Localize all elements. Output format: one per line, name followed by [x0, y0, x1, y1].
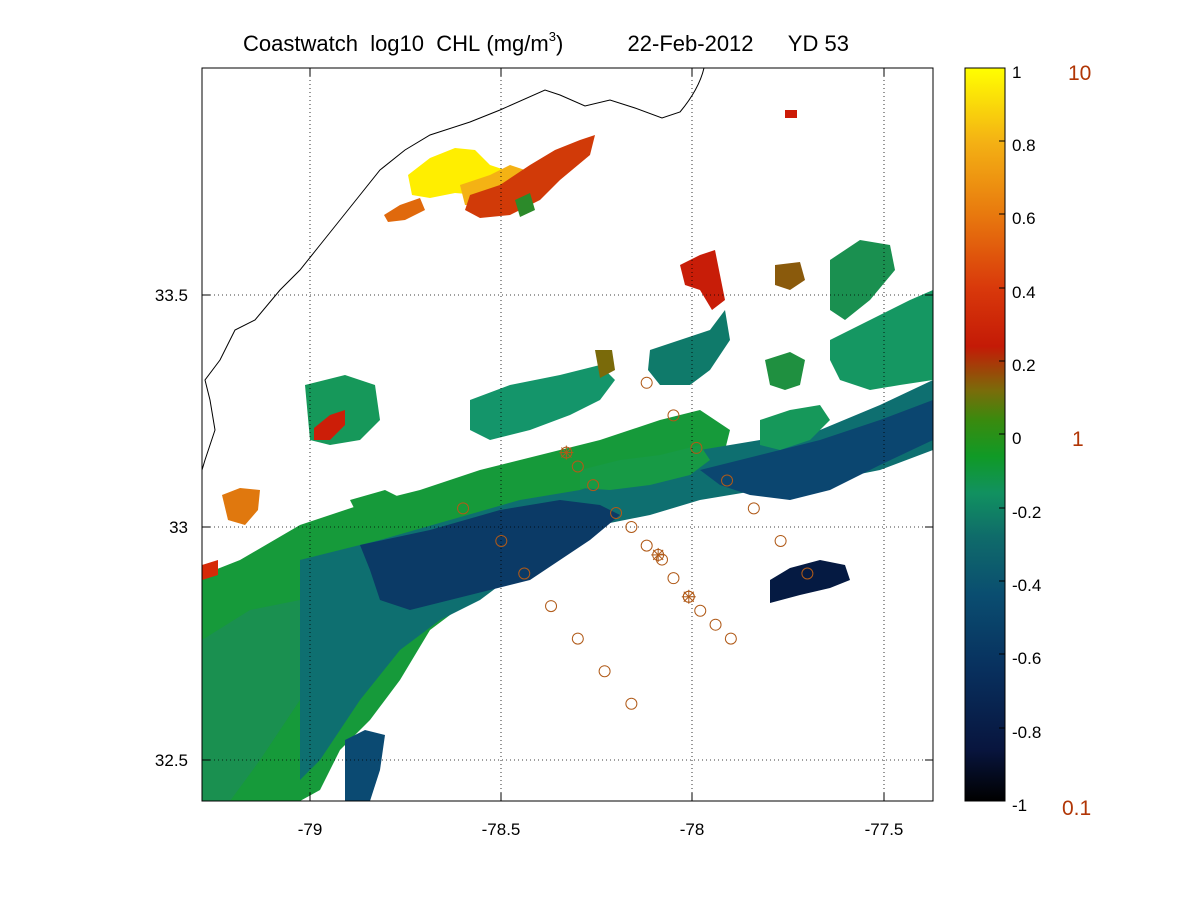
station-circle — [625, 697, 638, 710]
colorbar — [964, 67, 1006, 802]
chl-patch-brown-east — [775, 262, 805, 290]
lon-tick-label: -77.5 — [865, 820, 904, 839]
chl-patch-deep-navy — [770, 560, 850, 603]
station-circle — [571, 460, 584, 473]
colorbar-tick-label: -0.4 — [1012, 576, 1041, 595]
station-circle — [571, 632, 584, 645]
colorbar-tick-label: 0.4 — [1012, 283, 1036, 302]
station-circle — [724, 632, 737, 645]
lon-tick-label: -78.5 — [482, 820, 521, 839]
chl-patch-east-mid — [765, 352, 805, 390]
station-star — [559, 445, 574, 460]
chl-patch-east-green2 — [760, 405, 830, 450]
chl-patch-red-edge — [202, 560, 218, 580]
station-circle — [694, 604, 707, 617]
chl-patch-red-center — [680, 250, 725, 310]
colorbar-tick-label: 1 — [1012, 63, 1021, 82]
chl-patch-red-west — [314, 410, 345, 440]
title-product: Coastwatch — [243, 31, 358, 57]
station-circle — [518, 567, 531, 580]
station-circle — [747, 502, 760, 515]
colorbar-tick-label: 0.2 — [1012, 356, 1036, 375]
chl-patch-navy-east — [700, 400, 933, 500]
station-circle — [774, 534, 787, 547]
lat-tick-label: 33 — [169, 518, 188, 537]
station-circle — [721, 474, 734, 487]
colorbar-tick-label: 0 — [1012, 429, 1021, 448]
station-circle — [610, 507, 623, 520]
lon-tick-label: -79 — [298, 820, 323, 839]
title-date: 22-Feb-2012 — [627, 31, 754, 57]
station-circle — [640, 376, 653, 389]
colorbar-linear-label: 10 — [1068, 62, 1091, 85]
title-quantity: CHL — [436, 31, 481, 57]
chl-patch-center-green — [580, 445, 710, 490]
colorbar-tick-label: 0.8 — [1012, 136, 1036, 155]
colorbar-linear-label: 0.1 — [1062, 797, 1091, 820]
map-title: Coastwatch log10 CHL (mg/m3) 22-Feb-2012… — [243, 29, 849, 57]
colorbar-linear-labels: 10 1 0.1 — [1062, 62, 1091, 820]
title-variable: log10 — [370, 31, 425, 57]
station-circle — [587, 479, 600, 492]
axis-ticks — [202, 68, 933, 801]
station-star — [651, 547, 666, 562]
colorbar-tick-label: -1 — [1012, 796, 1027, 815]
chl-patch-navy-south — [345, 730, 385, 801]
station-circle — [545, 600, 558, 613]
title-units: (mg/m3) — [486, 29, 564, 57]
chl-patch-green-bloom — [515, 193, 535, 217]
station-circle — [625, 521, 638, 533]
colorbar-tick-label: -0.8 — [1012, 723, 1041, 742]
station-circle — [667, 409, 680, 422]
title-yearday: YD 53 — [787, 31, 849, 57]
lon-tick-label: -78 — [680, 820, 705, 839]
station-circle — [709, 618, 722, 631]
colorbar-tick-label: -0.2 — [1012, 503, 1041, 522]
colorbar-ticks — [999, 67, 1005, 802]
chl-patch-red-bloom — [465, 135, 595, 218]
lon-tick-labels: -79 -78.5 -78 -77.5 — [298, 820, 904, 839]
plot-frame — [201, 67, 934, 802]
station-markers — [457, 376, 814, 710]
chl-patch-west-small — [350, 490, 405, 520]
chlorophyll-field — [202, 110, 933, 801]
colorbar-tick-label: 0.6 — [1012, 209, 1036, 228]
chl-patch-east-upper — [830, 240, 895, 320]
coastline — [202, 68, 705, 471]
station-circle — [640, 539, 653, 552]
lat-tick-labels: 33.5 33 32.5 — [155, 286, 188, 770]
chl-patch-midshelf — [470, 365, 615, 440]
station-circle — [655, 553, 668, 566]
chl-patch-red-dot — [785, 110, 797, 118]
chl-patch-east-green — [830, 290, 933, 390]
station-circle — [801, 567, 814, 580]
colorbar-linear-label: 1 — [1072, 428, 1084, 451]
station-star — [681, 589, 696, 604]
colorbar-tick-label: -0.6 — [1012, 649, 1041, 668]
chl-patch-center-teal — [648, 310, 730, 385]
chl-patch-navy-band — [360, 500, 620, 610]
chl-patch-orange-strip — [384, 198, 425, 222]
station-circle — [667, 572, 680, 585]
station-circle — [457, 502, 470, 515]
lat-tick-label: 32.5 — [155, 751, 188, 770]
lat-tick-label: 33.5 — [155, 286, 188, 305]
station-circle — [495, 534, 508, 547]
station-circle — [598, 665, 611, 678]
colorbar-tick-labels: 1 0.8 0.6 0.4 0.2 0 -0.2 -0.4 -0.6 -0.8 … — [1012, 63, 1041, 815]
chl-patch-orange-west — [222, 488, 260, 525]
chl-patch-brown-mid — [595, 350, 615, 378]
station-circle — [690, 441, 703, 454]
